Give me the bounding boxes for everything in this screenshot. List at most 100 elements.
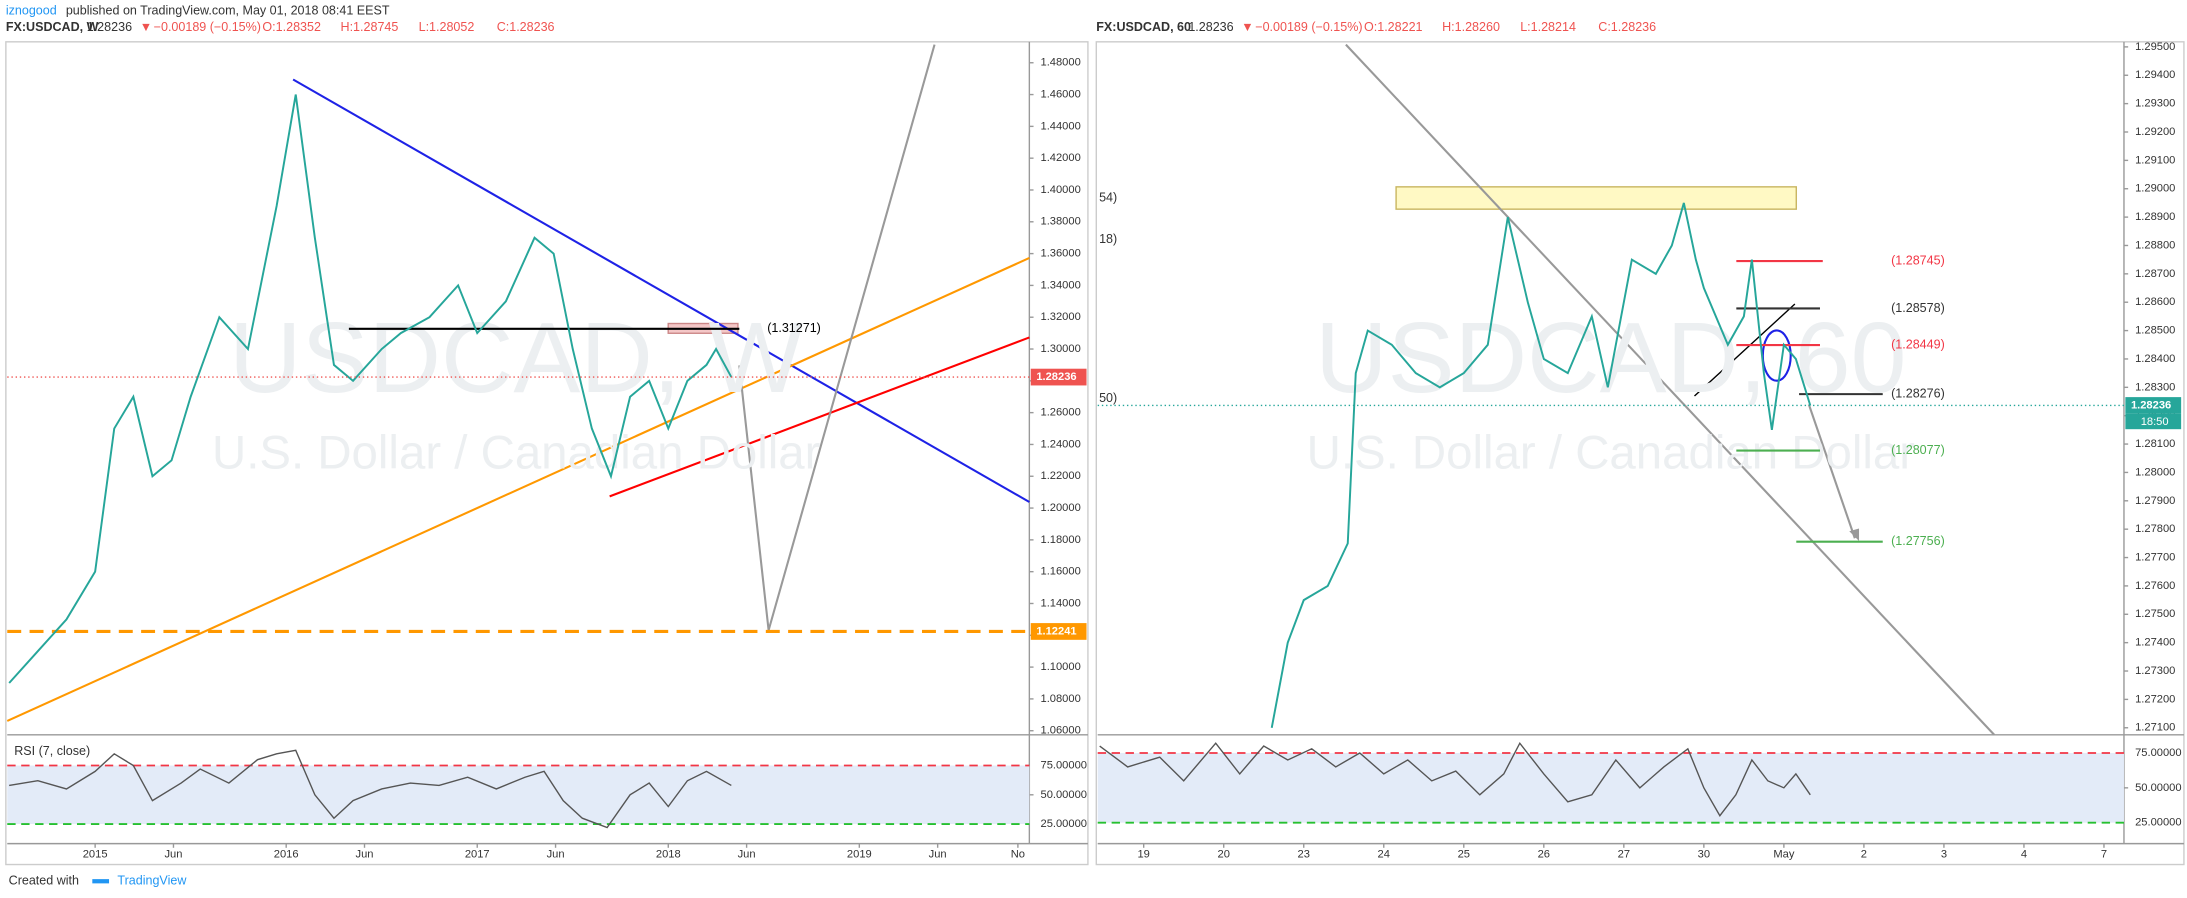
price-tag <box>1030 623 1087 640</box>
y-tick-label: 1.38000 <box>1041 216 1081 228</box>
price-line <box>8 94 733 684</box>
y-tick-label: 1.14000 <box>1041 597 1081 609</box>
quote-close: C:1.28236 <box>497 20 555 34</box>
x-tick-label: Jun <box>356 849 374 861</box>
x-tick-label: 23 <box>1298 849 1310 861</box>
y-tick-label: 1.27500 <box>2135 608 2175 620</box>
y-tick-label: 1.46000 <box>1041 89 1081 101</box>
y-tick-label: 1.29300 <box>2135 98 2175 110</box>
y-tick-label: 25.00000 <box>2135 817 2181 829</box>
y-tick-label: 1.10000 <box>1041 661 1081 673</box>
countdown: 18:50 <box>2141 416 2169 428</box>
y-tick-label: 75.00000 <box>2135 747 2181 759</box>
y-tick-label: 1.29000 <box>2135 183 2175 195</box>
rsi-line <box>1099 741 1811 817</box>
y-tick-label: 1.29500 <box>2135 41 2175 53</box>
y-tick-label: 1.28400 <box>2135 353 2175 365</box>
right-frame <box>1095 41 2185 866</box>
edge-label: 18) <box>1099 232 1117 246</box>
x-tick-label: 2015 <box>83 849 108 861</box>
y-tick-label: 1.18000 <box>1041 534 1081 546</box>
y-tick-label: 75.00000 <box>1041 759 1087 771</box>
y-tick-label: 1.34000 <box>1041 279 1081 291</box>
y-tick-label: 1.28800 <box>2135 239 2175 251</box>
y-tick-label: 1.27900 <box>2135 495 2175 507</box>
y-tick-label: 1.36000 <box>1041 248 1081 260</box>
trend-line <box>609 336 1030 498</box>
y-tick-label: 1.27800 <box>2135 523 2175 535</box>
x-tick-label: 2017 <box>465 849 490 861</box>
price-tag-label: 1.12241 <box>1036 625 1076 637</box>
y-tick-label: 1.28300 <box>2135 381 2175 393</box>
level-label: (1.28449) <box>1891 337 1945 351</box>
y-tick-label: 1.06000 <box>1041 725 1081 737</box>
y-tick-label: 1.16000 <box>1041 566 1081 578</box>
x-tick-label: May <box>1773 849 1794 861</box>
y-tick-label: 1.32000 <box>1041 311 1081 323</box>
trend-line <box>6 257 1030 722</box>
drawings <box>1345 43 1996 736</box>
x-tick-label: 24 <box>1378 849 1390 861</box>
rsi-title: RSI (7, close) <box>14 744 90 758</box>
quote-open: O:1.28352 <box>262 20 321 34</box>
level-label: (1.27756) <box>1891 534 1945 548</box>
level-label: (1.28077) <box>1891 443 1945 457</box>
left-frame <box>5 41 1089 866</box>
y-tick-label: 1.48000 <box>1041 57 1081 69</box>
y-tick-label: 1.29200 <box>2135 126 2175 138</box>
y-tick-label: 50.00000 <box>1041 789 1087 801</box>
y-tick-label: 1.28900 <box>2135 211 2175 223</box>
rsi-line <box>9 749 732 829</box>
watermark-subtitle: U.S. Dollar / Canadian Dollar <box>212 426 820 479</box>
watermark: USDCAD, W <box>229 302 804 414</box>
quote-high: H:1.28260 <box>1442 20 1500 34</box>
y-tick-label: 1.08000 <box>1041 693 1081 705</box>
level-label: (1.28745) <box>1891 253 1945 267</box>
x-tick-label: Jun <box>738 849 756 861</box>
y-tick-label: 1.20000 <box>1041 502 1081 514</box>
edge-label: 54) <box>1099 190 1117 204</box>
x-tick-label: 2 <box>1861 849 1867 861</box>
quote-open: O:1.28221 <box>1364 20 1423 34</box>
x-tick-label: 25 <box>1458 849 1470 861</box>
y-tick-label: 1.42000 <box>1041 152 1081 164</box>
quote-close: C:1.28236 <box>1598 20 1656 34</box>
y-tick-label: 1.40000 <box>1041 184 1081 196</box>
price-tag-label: 1.28236 <box>1036 371 1076 383</box>
x-tick-label: Jun <box>547 849 565 861</box>
footer-text: Created with <box>9 874 79 888</box>
x-tick-label: No <box>1011 849 1025 861</box>
watermark-subtitle: U.S. Dollar / Canadian Dollar <box>1307 426 1915 479</box>
author: iznogood <box>6 3 57 17</box>
x-tick-label: 4 <box>2021 849 2027 861</box>
countdown-tag <box>2125 413 2182 430</box>
x-tick-label: Jun <box>164 849 182 861</box>
y-tick-label: 1.22000 <box>1041 470 1081 482</box>
y-tick-label: 1.29400 <box>2135 69 2175 81</box>
footer-brand: TradingView <box>117 874 187 888</box>
projection <box>1807 404 1856 539</box>
quote-high: H:1.28745 <box>341 20 399 34</box>
price-tag <box>1030 368 1087 386</box>
x-tick-label: 2018 <box>656 849 681 861</box>
x-tick-label: 26 <box>1538 849 1550 861</box>
y-tick-label: 1.26000 <box>1041 407 1081 419</box>
x-tick-label: Jun <box>929 849 947 861</box>
y-tick-label: 1.27200 <box>2135 693 2175 705</box>
level-label: (1.31271) <box>767 321 821 335</box>
x-tick-label: 27 <box>1618 849 1630 861</box>
trend-line <box>1345 43 1996 736</box>
x-tick-label: 7 <box>2101 849 2107 861</box>
arrow-head <box>1849 528 1860 542</box>
x-tick-label: 20 <box>1218 849 1230 861</box>
y-tick-label: 1.27400 <box>2135 637 2175 649</box>
zone <box>1395 186 1797 210</box>
quote-change: −0.00189 (−0.15%) <box>1255 20 1362 34</box>
y-tick-label: 1.27100 <box>2135 722 2175 734</box>
y-tick-label: 1.28100 <box>2135 438 2175 450</box>
trend-line <box>1694 303 1796 397</box>
quote-last: 1.28236 <box>1188 20 1233 34</box>
